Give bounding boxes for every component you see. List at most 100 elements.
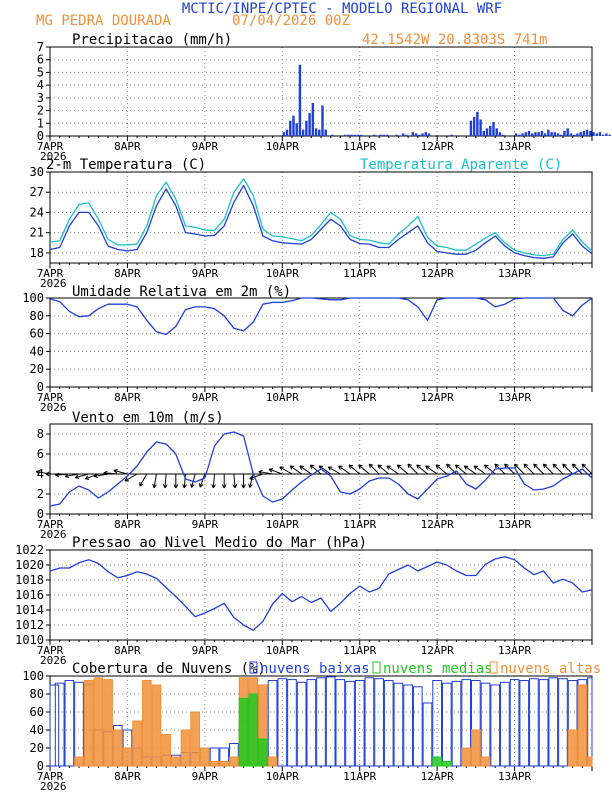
precip-bar: [372, 134, 376, 136]
temp-day-label: 7APR: [37, 267, 64, 280]
wind-barb: [425, 465, 438, 475]
cloud-bar-low: [538, 679, 549, 767]
cloud-bar-high: [93, 677, 104, 767]
wind-barb-head: [223, 484, 227, 489]
precip-bar: [585, 129, 589, 136]
wind-barb-head: [212, 484, 216, 489]
temp-ytick-label: 21: [30, 226, 44, 240]
cloud-bar-low: [432, 680, 442, 767]
wind-barb: [368, 463, 380, 475]
precip-bar: [401, 133, 405, 136]
precip-ytick-label: 7: [37, 40, 44, 54]
slp-ytick-label: 1022: [15, 543, 44, 557]
precip-frame: [49, 46, 593, 137]
wind-title: Vento em 10m (m/s): [72, 410, 224, 426]
wind-barb-head: [249, 475, 253, 480]
wind-barb: [348, 464, 361, 475]
clouds-day-label: 13APR: [498, 770, 531, 783]
precip-bar: [608, 134, 611, 136]
wind-barb-head: [513, 463, 516, 469]
wind-barb: [377, 464, 390, 475]
wind-day-label: 10APR: [266, 518, 299, 531]
slp-day-label: 7APR: [37, 644, 64, 657]
wind-barb-head: [74, 474, 79, 478]
wind-barb-head: [572, 463, 577, 466]
wind-barb-head: [416, 464, 421, 467]
wind-barb-head: [581, 463, 587, 466]
wind-barb-head: [183, 484, 187, 489]
precip-bar: [592, 132, 595, 136]
legend-mid-label: nuvens medias: [383, 661, 493, 677]
wind-barb-head: [377, 464, 380, 469]
cloud-bar-mid: [258, 738, 268, 767]
wind-barb-head: [348, 464, 351, 469]
wind-barb-head: [396, 464, 400, 469]
wind-barb-head: [310, 464, 315, 467]
cloud-bar-low: [490, 684, 501, 767]
wind-barb-head: [533, 463, 536, 469]
wind-barb: [318, 465, 331, 475]
header-title: MCTIC/INPE/CPTEC - MODELO REGIONAL WRF: [182, 1, 502, 17]
precip-bar: [395, 134, 398, 136]
wind-barb-head: [93, 473, 98, 477]
wind-barb-head: [249, 478, 254, 480]
wind-barb-head: [103, 472, 108, 476]
wind-ytick-label: 6: [37, 447, 44, 461]
cloud-bar-high: [461, 747, 472, 767]
clouds-day-label: 9APR: [192, 770, 219, 783]
precip-bar: [543, 133, 547, 136]
cloud-bar-low: [558, 678, 568, 767]
cloud-bar-high: [103, 679, 113, 767]
wind-barb: [212, 473, 216, 488]
wind-barb: [233, 473, 236, 488]
cloud-bar-low: [548, 677, 559, 767]
wind-barb: [55, 473, 70, 476]
wind-ytick-label: 2: [37, 487, 44, 501]
precip-bar: [524, 132, 527, 136]
wind-barb-head: [36, 469, 41, 473]
precip-bar: [485, 128, 489, 136]
precip-day-label: 10APR: [266, 140, 299, 153]
cloud-bar-high: [267, 756, 278, 767]
slp-title: Pressao ao Nivel Medio do Mar (hPa): [72, 535, 367, 551]
cloud-bar-low: [49, 684, 60, 767]
cloud-bar-low: [287, 679, 297, 767]
temp-ytick-label: 30: [30, 165, 44, 179]
wind-barb-head: [241, 484, 245, 489]
precip-bar: [424, 132, 427, 136]
slp-day-label: 11APR: [343, 644, 376, 657]
slp-day-label: 12APR: [421, 644, 454, 657]
wind-barb-head: [562, 463, 567, 466]
wind-barb-head: [552, 463, 555, 469]
clouds-ytick-label: 40: [30, 723, 44, 737]
precip-day-label: 8APR: [114, 140, 141, 153]
wind-barb-head: [55, 474, 60, 478]
wind-barb-head: [113, 470, 118, 474]
precip-bar: [563, 130, 566, 136]
wind-barb-head: [369, 463, 374, 466]
wind-barb: [435, 464, 448, 475]
cloud-bar-low: [509, 679, 520, 767]
wind-barb-head: [562, 463, 565, 469]
slp-ytick-label: 1018: [15, 573, 44, 587]
wind-barb-head: [103, 470, 108, 474]
wind-frame: [49, 423, 593, 515]
wind-barb-head: [309, 464, 313, 469]
precip-bar: [521, 133, 524, 136]
wind-barb: [562, 463, 573, 475]
precip-bar: [318, 129, 321, 136]
wind-barb: [103, 472, 118, 475]
wind-barb: [484, 464, 496, 475]
wind-barb-head: [94, 475, 99, 479]
wind-barb: [473, 465, 486, 475]
wind-barb-head: [221, 484, 225, 489]
wind-ytick-label: 8: [37, 427, 44, 441]
wind-barb-head: [152, 483, 155, 488]
wind-barb-head: [173, 484, 177, 489]
cloud-bar-mid: [238, 698, 249, 767]
wind-barb-head: [269, 468, 274, 470]
wind-barb-head: [268, 468, 273, 473]
rh-year-label: 2026: [40, 401, 67, 414]
temp-series-line: [49, 184, 593, 259]
precip-bar: [489, 125, 492, 136]
